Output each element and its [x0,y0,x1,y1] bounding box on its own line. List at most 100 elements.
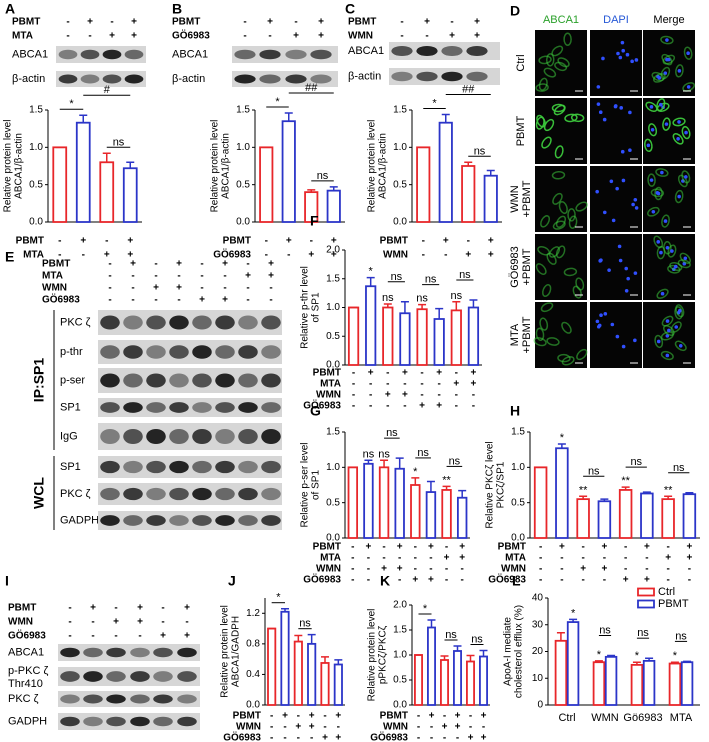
significance-label: ## [462,83,475,95]
cell [683,46,693,60]
cell [563,267,578,277]
cell [650,188,665,198]
band [310,74,332,84]
error-bar [307,633,316,644]
condition-sign: - [400,17,403,28]
band [215,460,235,474]
band [153,694,173,704]
band [177,694,197,704]
micrograph [535,302,587,368]
bar [363,462,374,539]
condition-sign: - [445,564,448,575]
y-axis-label: ApoA-I mediate [503,617,514,686]
cell [661,315,674,327]
condition-sign: - [351,564,354,575]
nucleus [630,59,634,64]
band [391,45,413,57]
cell [564,113,578,123]
condition-sign: - [414,553,417,564]
condition-sign: + [428,542,434,553]
band [123,487,143,501]
y-tick-label: 0.8 [246,638,260,649]
y-tick-label: 30 [532,619,544,630]
micrograph [590,166,642,232]
condition-name: GÖ6983 [223,731,261,742]
cell [667,244,677,258]
significance-label: ns [630,456,642,468]
error-bar [557,443,566,449]
y-axis-label: ABCA1/GADPH [231,616,242,687]
cell [567,208,576,222]
error-bar [664,495,673,500]
blot-label: β-actin [12,73,45,85]
y-tick-label: 0.5 [393,179,407,190]
bar [416,308,428,366]
band [238,402,258,413]
condition-sign: + [127,236,133,247]
nucleus [657,76,662,80]
nucleus [616,51,620,56]
column-header: DAPI [603,14,629,26]
condition-sign: - [351,575,354,586]
condition-name: PBMT [348,17,376,28]
significance-label: ** [442,474,451,486]
band [261,487,281,501]
blot-background [232,71,338,87]
condition-name: GÖ6983 [213,248,251,261]
error-bar [427,619,436,628]
significance-label: ns [425,274,437,286]
band [285,74,307,84]
error-bar [642,491,651,494]
condition-sign: + [397,542,403,553]
cell [546,337,560,346]
condition-sign: + [104,250,110,261]
blot-label: p-PKC ζ [8,665,48,677]
cell [677,259,691,269]
condition-sign: - [310,236,313,247]
condition-sign: - [108,283,111,294]
condition-sign: + [419,401,425,412]
cell [555,215,567,228]
bar [280,610,290,706]
cell [555,245,566,259]
condition-sign: - [417,722,420,733]
condition-sign: - [243,31,246,42]
cell [575,201,588,212]
band [123,428,143,445]
condition-name: MTA [12,31,33,42]
band [192,428,212,445]
band [60,716,80,727]
x-tick-label: Gö6983 [623,712,662,724]
condition-sign: + [318,17,324,28]
condition-sign: + [459,553,465,564]
condition-sign: + [429,711,435,722]
condition-sign: - [645,553,648,564]
condition-sign: - [444,250,447,261]
nucleus [650,127,655,132]
condition-sign: - [108,259,111,270]
bar [604,655,618,706]
blot-sublabel: Thr410 [8,678,43,690]
condition-sign: - [438,379,441,390]
group-label: WCL [31,477,47,509]
condition-sign: - [472,401,475,412]
cell [661,53,673,66]
band [234,49,256,60]
condition-sign: - [450,17,453,28]
band [441,45,463,57]
condition-sign: + [402,390,408,401]
error-bar [466,654,475,662]
band [192,315,212,330]
condition-sign: + [442,722,448,733]
nucleus [665,353,670,358]
panel-label: B [172,1,182,17]
significance-label: ** [621,475,630,487]
blot-label: ABCA1 [348,45,384,57]
condition-sign: - [269,283,272,294]
y-tick-label: 1.5 [511,427,525,438]
band [100,315,120,330]
condition-name: PBMT [42,259,70,270]
condition-sign: + [245,271,251,282]
condition-name: PBMT [172,17,200,28]
panel-label: L [512,573,521,589]
